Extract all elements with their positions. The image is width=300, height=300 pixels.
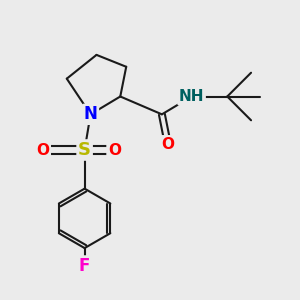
Text: S: S bbox=[78, 141, 91, 159]
Text: N: N bbox=[84, 105, 98, 123]
Text: F: F bbox=[79, 257, 90, 275]
Text: O: O bbox=[108, 142, 121, 158]
Text: O: O bbox=[161, 136, 174, 152]
Text: O: O bbox=[37, 142, 50, 158]
Text: NH: NH bbox=[179, 89, 204, 104]
